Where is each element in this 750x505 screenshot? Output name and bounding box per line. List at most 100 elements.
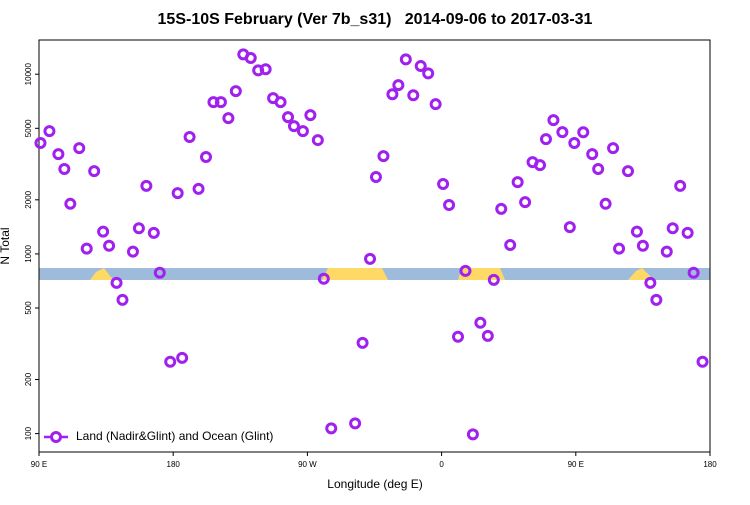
point <box>568 137 581 150</box>
point <box>88 165 101 178</box>
x-tick-label: 180 <box>167 460 181 469</box>
point <box>422 67 435 80</box>
point <box>504 239 517 252</box>
point <box>192 182 205 195</box>
land-band <box>90 268 114 280</box>
point <box>474 316 487 329</box>
point <box>214 96 227 109</box>
legend-label: Land (Nadir&Glint) and Ocean (Glint) <box>76 429 273 443</box>
point <box>73 142 86 155</box>
x-tick-label: 90 E <box>31 460 47 469</box>
point <box>539 133 552 146</box>
y-tick-label: 500 <box>24 301 33 315</box>
point <box>592 162 605 175</box>
point <box>437 177 450 190</box>
point <box>34 137 47 150</box>
chart-title: 15S-10S February (Ver 7b_s31) 2014-09-06… <box>158 11 593 28</box>
point <box>414 60 427 73</box>
point <box>577 126 590 139</box>
point <box>495 202 508 215</box>
point <box>377 150 390 163</box>
point <box>43 125 56 138</box>
point <box>116 293 129 306</box>
legend-marker <box>50 431 62 443</box>
point <box>487 273 500 286</box>
point <box>429 98 442 111</box>
x-tick-label: 0 <box>439 460 444 469</box>
x-tick-label: 180 <box>703 460 717 469</box>
point <box>386 88 399 101</box>
point <box>636 239 649 252</box>
point <box>666 222 679 235</box>
x-tick-label: 90 E <box>568 460 584 469</box>
point <box>443 199 456 212</box>
point <box>222 112 235 125</box>
point <box>534 159 547 172</box>
point <box>287 120 300 133</box>
point <box>259 63 272 76</box>
plot-frame <box>38 39 711 453</box>
point <box>183 131 196 144</box>
point <box>644 276 657 289</box>
point <box>687 266 700 279</box>
point <box>229 85 242 98</box>
point <box>674 179 687 192</box>
point <box>369 170 382 183</box>
point <box>519 196 532 209</box>
point <box>452 330 465 343</box>
point <box>407 89 420 102</box>
point <box>244 52 257 65</box>
point <box>650 293 663 306</box>
point <box>58 162 71 175</box>
point <box>599 197 612 210</box>
point <box>176 351 189 364</box>
point <box>325 422 338 435</box>
x-axis-label: Longitude (deg E) <box>327 477 422 491</box>
y-axis-label: N Total <box>0 227 12 264</box>
point <box>97 225 110 238</box>
y-tick-label: 200 <box>24 372 33 386</box>
point <box>586 148 599 161</box>
point <box>147 226 160 239</box>
point <box>164 355 177 368</box>
point <box>459 264 472 277</box>
point <box>364 252 377 265</box>
point <box>296 125 309 138</box>
point <box>399 53 412 66</box>
point <box>64 197 77 210</box>
point <box>207 96 220 109</box>
point <box>274 96 287 109</box>
point <box>696 355 709 368</box>
point <box>621 165 634 178</box>
land-band <box>628 268 654 280</box>
land-band <box>322 268 388 280</box>
point <box>200 151 213 164</box>
land-ocean-band <box>39 268 710 280</box>
point <box>392 79 405 92</box>
point <box>282 111 295 124</box>
point <box>311 134 324 147</box>
point <box>317 272 330 285</box>
point <box>304 109 317 122</box>
point <box>349 417 362 430</box>
point <box>356 336 369 349</box>
y-tick-label: 10000 <box>24 63 33 86</box>
point <box>556 126 569 139</box>
point <box>613 242 626 255</box>
point <box>126 245 139 258</box>
y-tick-label: 2000 <box>24 190 33 208</box>
y-tick-label: 1000 <box>24 244 33 262</box>
point <box>132 222 145 235</box>
point <box>511 176 524 189</box>
y-tick-label: 5000 <box>24 119 33 137</box>
point <box>103 239 116 252</box>
point <box>660 245 673 258</box>
point <box>630 225 643 238</box>
point <box>563 221 576 234</box>
point <box>466 428 479 441</box>
point <box>153 266 166 279</box>
y-tick-label: 100 <box>24 426 33 440</box>
point <box>681 226 694 239</box>
x-tick-label: 90 W <box>298 460 317 469</box>
